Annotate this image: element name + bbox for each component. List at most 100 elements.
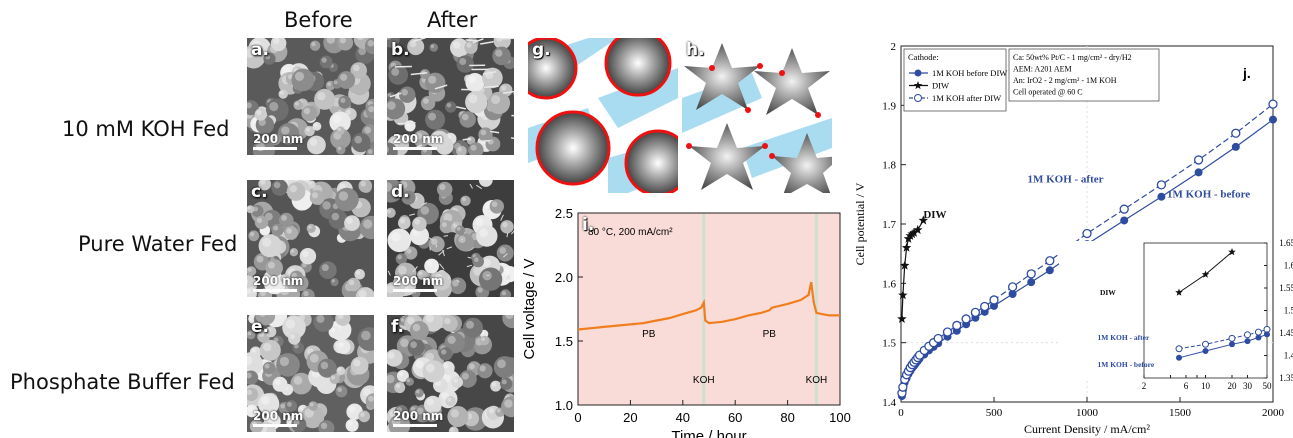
chart-j-point-after [1268, 99, 1278, 109]
chart-j-inset-point [1228, 334, 1236, 342]
sem-panel-letter: e. [251, 317, 269, 337]
chart-i-condition-annotation: 80 °C, 200 mA/cm² [588, 227, 673, 238]
chart-j-legend-box [903, 48, 1007, 112]
chart-i-y-axis-label: Cell voltage / V [521, 259, 538, 360]
chart-j-inset-point [1202, 348, 1209, 354]
chart-j-inset-point [1254, 328, 1262, 336]
sem-panel-letter: d. [391, 182, 410, 202]
column-header-after: After [427, 8, 478, 32]
chart-j-legend-marker [913, 81, 923, 90]
sem-b-image: b. 200 nm [387, 38, 514, 155]
schematic-h: h. [682, 38, 832, 193]
chart-j-inset-point [1175, 345, 1183, 353]
chart-j-info-line: An: IrO2 - 2 mg/cm² - 1M KOH [1013, 76, 1117, 85]
row-label-phosphate: Phosphate Buffer Fed [10, 370, 235, 394]
chart-j-polarization: 0 500 1000 1500 2000 1.4 1.5 1.6 1.7 1.8 1.9 2 Curre… [853, 41, 1293, 436]
chart-j-y-tick-label: 1.4 [882, 397, 896, 409]
chart-i-x-axis-label: Time / hour [671, 428, 746, 438]
scale-bar [253, 289, 297, 292]
chart-j-y-tick-label: 1.5 [882, 338, 896, 350]
chart-j-point-after [1156, 180, 1167, 190]
chart-i-x-tick-label: 60 [728, 410, 742, 425]
chart-j-inset-point [1243, 331, 1251, 339]
chart-j-y-tick-label: 1.8 [882, 160, 896, 172]
chart-j-inset-label: 1M KOH - before [1097, 360, 1154, 369]
chart-j-point-after [1045, 256, 1055, 266]
chart-j-inset-y-tick-label: 1.35 [1279, 373, 1293, 383]
chart-j-x-tick-label: 1500 [1169, 407, 1192, 419]
chart-j-point-before [1231, 142, 1240, 151]
chart-j-y-axis-label: Cell potential / V [853, 182, 867, 265]
chart-j-inset-series-line [1178, 328, 1268, 350]
chart-j-inset-point [1228, 248, 1236, 256]
chart-j-legend-label: 1M KOH before DIW [932, 68, 1007, 78]
scale-bar-label: 200 nm [393, 274, 444, 288]
chart-i-voltage-series [577, 281, 840, 331]
sem-panel-letter: f. [391, 317, 404, 337]
chart-j-inset-point [1201, 270, 1210, 278]
chart-j-point-diw [898, 290, 908, 300]
chart-j-inset-y-tick-label: 1.45 [1279, 328, 1293, 338]
chart-j-point-after [980, 301, 990, 312]
chart-j-inset-x-tick-label: 10 [1201, 381, 1211, 391]
chart-j-point-after [933, 333, 943, 344]
sem-c-image: c. 200 nm [247, 180, 374, 297]
chart-j-x-tick-label: 0 [898, 407, 904, 419]
chart-j-point-before [1157, 192, 1166, 201]
chart-j-inset-frame [1143, 242, 1268, 379]
chart-j-inset-point [1264, 331, 1270, 338]
scale-bar-label: 200 nm [393, 409, 444, 423]
chart-i-x-tick-label: 80 [780, 410, 794, 425]
chart-j-point-before [1045, 266, 1054, 275]
chart-j-point-diw [913, 224, 923, 234]
scale-bar-label: 200 nm [253, 409, 304, 423]
chart-j-x-tick-label: 500 [986, 407, 1003, 419]
chart-j-point-after [952, 320, 962, 331]
chart-j-point-before [1269, 115, 1277, 124]
chart-j-inset-point [1228, 341, 1235, 348]
schematic-letter-h: h. [686, 40, 705, 60]
chart-j-point-before [1027, 278, 1036, 287]
chart-j-x-tick-label: 1000 [1076, 407, 1099, 419]
row-label-water: Pure Water Fed [78, 232, 238, 256]
scale-bar [253, 424, 297, 427]
chart-j-point-diw [909, 227, 919, 237]
chart-j-point-after [1119, 204, 1129, 214]
sem-f-image: f. 200 nm [387, 315, 514, 432]
column-header-before: Before [284, 8, 353, 32]
chart-j-inset-point [1255, 334, 1262, 341]
chart-j-point-after [1007, 282, 1018, 292]
scale-bar-label: 200 nm [253, 132, 304, 146]
scale-bar-label: 200 nm [253, 274, 304, 288]
chart-j-legend-label: 1M KOH after DIW [932, 93, 1001, 103]
chart-j-point-after [1231, 128, 1241, 138]
chart-i-segment-label: PB [763, 329, 777, 340]
chart-j-inset-point [1176, 354, 1183, 361]
schematic-g: g. [528, 38, 678, 193]
chart-j-y-tick-label: 2 [891, 41, 897, 53]
chart-j-point-diw [900, 260, 910, 270]
sem-panel-letter: c. [251, 182, 268, 202]
chart-i-segment-label: PB [642, 329, 656, 340]
chart-j-inset-point [1175, 288, 1183, 296]
chart-j-inset-y-tick-label: 1.4 [1284, 351, 1293, 361]
scale-bar [393, 424, 437, 427]
chart-j-inset-y-tick-label: 1.5 [1284, 306, 1293, 316]
scale-bar [393, 147, 437, 150]
chart-j-point-diw [901, 242, 912, 252]
sem-d-image: d. 200 nm [387, 180, 514, 297]
chart-j-point-before [1194, 168, 1203, 177]
chart-i-voltage-time: 0 20 40 60 80 100 1.0 1.5 2.0 2.5 Time / hour Cell … [521, 206, 851, 438]
chart-j-y-tick-label: 1.9 [882, 100, 896, 112]
chart-j-point-before [1008, 290, 1017, 299]
chart-j-inset-point [1244, 338, 1251, 345]
chart-j-point-after [989, 295, 999, 305]
chart-j-point-before [1120, 216, 1129, 225]
chart-i-panel-letter: i. [582, 215, 595, 235]
chart-i-y-tick-label: 2.0 [555, 270, 573, 285]
chart-j-point-after [898, 382, 908, 392]
chart-j-inset-label: 1M KOH - after [1097, 333, 1150, 342]
chart-i-segment-label: KOH [693, 375, 715, 386]
chart-j-y-tick-label: 1.6 [882, 278, 896, 290]
chart-i-y-tick-label: 2.5 [555, 206, 573, 221]
